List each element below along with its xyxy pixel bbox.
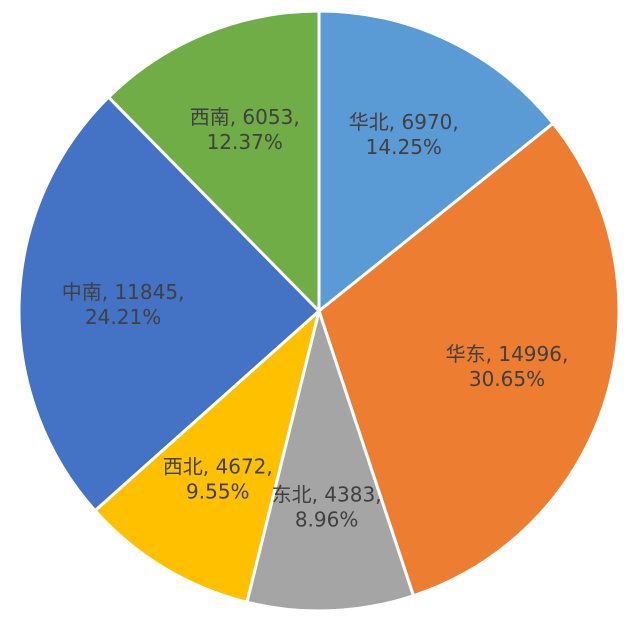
pie-slice	[107, 9, 321, 313]
slice-label-percent: 9.55%	[186, 479, 250, 503]
pie-slice-label: 中南, 11845, 24.21%	[62, 280, 185, 329]
pie-slice	[245, 309, 415, 613]
slice-label-percent: 12.37%	[207, 130, 283, 154]
slice-label-name-value: 华北, 6970,	[349, 110, 459, 134]
pie-slice	[93, 309, 321, 604]
pie-slice-label: 西南, 6053, 12.37%	[190, 105, 300, 154]
pie-slice-label: 华北, 6970, 14.25%	[349, 110, 459, 159]
pie-slice	[17, 95, 321, 513]
pie-slice	[317, 9, 555, 313]
slice-label-name-value: 西北, 4672,	[163, 454, 273, 478]
pie-slice-label: 华东, 14996, 30.65%	[446, 342, 569, 391]
slice-label-name-value: 华东, 14996,	[446, 342, 569, 366]
slice-label-name-value: 西南, 6053,	[190, 105, 300, 129]
slice-label-name-value: 东北, 4383,	[272, 482, 382, 506]
pie-slice-label: 东北, 4383, 8.96%	[272, 482, 382, 531]
slice-label-percent: 30.65%	[469, 367, 545, 391]
pie-slice-label: 西北, 4672, 9.55%	[163, 454, 273, 503]
slice-label-percent: 24.21%	[85, 305, 161, 329]
slice-label-name-value: 中南, 11845,	[62, 280, 185, 304]
pie-slices	[17, 9, 621, 613]
pie-slice	[317, 121, 621, 598]
slice-label-percent: 14.25%	[366, 135, 442, 159]
pie-data-labels: 华北, 6970, 14.25% 华东, 14996, 30.65% 东北, 4383,…	[62, 105, 569, 531]
slice-label-percent: 8.96%	[295, 507, 359, 531]
